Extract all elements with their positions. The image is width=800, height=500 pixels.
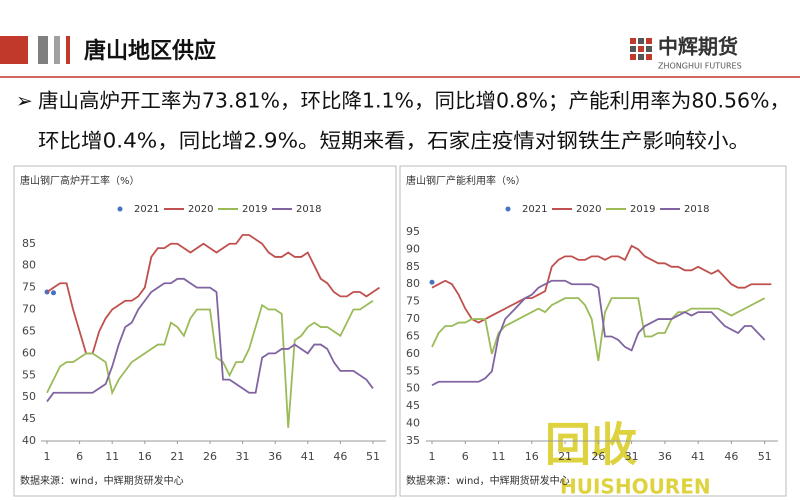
header-title: 唐山地区供应: [84, 38, 216, 64]
series-line: [46, 277, 374, 403]
legend-label: 2020: [188, 204, 213, 215]
legend-label: 2020: [576, 204, 601, 215]
logo-icon: [630, 38, 652, 60]
y-tick-label: 65: [406, 329, 420, 342]
legend-label: 2019: [630, 204, 655, 215]
x-tick-label: 21: [170, 450, 184, 463]
x-tick-label: 6: [76, 450, 83, 463]
y-tick-label: 90: [406, 242, 420, 255]
series-line: [431, 279, 766, 387]
y-tick-label: 55: [406, 364, 420, 377]
y-tick-label: 50: [406, 382, 420, 395]
chart-panel: [13, 165, 397, 497]
y-tick-label: 45: [406, 399, 420, 412]
x-tick-label: 16: [525, 450, 539, 463]
header-block-gray: [54, 36, 60, 64]
y-tick-label: 80: [22, 259, 36, 272]
legend-label: 2021: [134, 204, 159, 215]
y-tick-label: 85: [406, 260, 420, 273]
x-tick-label: 26: [591, 450, 605, 463]
point: [51, 290, 57, 296]
chart-title: 唐山钢厂产能利用率（%）: [406, 174, 526, 187]
y-tick-label: 35: [406, 434, 420, 447]
x-tick-label: 46: [333, 450, 347, 463]
y-tick-label: 60: [22, 346, 36, 359]
x-tick-label: 11: [492, 450, 506, 463]
chart-source: 数据来源：wind，中辉期货研发中心: [406, 474, 570, 487]
y-tick-label: 80: [406, 277, 420, 290]
point: [429, 279, 435, 285]
x-tick-label: 36: [658, 450, 672, 463]
y-tick-label: 70: [22, 303, 36, 316]
series-line: [46, 234, 380, 355]
legend-marker: [505, 206, 511, 212]
watermark: 回收: [545, 418, 637, 472]
y-tick-label: 70: [406, 312, 420, 325]
x-tick-label: 21: [558, 450, 572, 463]
legend-marker: [117, 206, 123, 212]
y-tick-label: 50: [22, 390, 36, 403]
x-tick-label: 31: [625, 450, 639, 463]
x-tick-label: 1: [429, 450, 436, 463]
x-tick-label: 11: [105, 450, 119, 463]
series-line: [46, 299, 374, 428]
logo-text: 中辉期货: [658, 35, 738, 59]
legend-label: 2019: [242, 204, 267, 215]
chart-source: 数据来源：wind，中辉期货研发中心: [20, 474, 184, 487]
bullet-arrow: ➢: [16, 89, 33, 113]
x-tick-label: 31: [236, 450, 250, 463]
x-tick-label: 51: [758, 450, 772, 463]
y-tick-label: 40: [406, 417, 420, 430]
y-tick-label: 75: [406, 295, 420, 308]
x-tick-label: 51: [366, 450, 380, 463]
legend-label: 2021: [522, 204, 547, 215]
x-tick-label: 46: [724, 450, 738, 463]
chart-panel: [399, 165, 787, 497]
y-tick-label: 95: [406, 225, 420, 238]
series-line: [431, 244, 772, 324]
legend-label: 2018: [296, 204, 321, 215]
x-tick-label: 41: [301, 450, 315, 463]
bullet-line: 唐山高炉开工率为73.81%，环比降1.1%，同比增0.8%；产能利用率为80.…: [38, 89, 790, 113]
logo-text-en: ZHONGHUI FUTURES: [658, 62, 742, 71]
x-tick-label: 41: [691, 450, 705, 463]
x-tick-label: 6: [462, 450, 469, 463]
x-tick-label: 1: [44, 450, 51, 463]
watermark-en: HUISHOUREN: [560, 475, 711, 499]
header-block-gray: [38, 36, 48, 64]
y-tick-label: 60: [406, 347, 420, 360]
y-tick-label: 40: [22, 434, 36, 447]
y-tick-label: 65: [22, 324, 36, 337]
bullet-line: 环比增0.4%，同比增2.9%。短期来看，石家庄疫情对钢铁生产影响较小。: [38, 129, 750, 153]
y-tick-label: 55: [22, 368, 36, 381]
chart-title: 唐山钢厂高炉开工率（%）: [20, 174, 140, 187]
y-tick-label: 75: [22, 281, 36, 294]
legend-label: 2018: [684, 204, 709, 215]
x-tick-label: 16: [138, 450, 152, 463]
header-block-red: [0, 36, 28, 64]
series-line: [431, 297, 766, 362]
x-tick-label: 36: [268, 450, 282, 463]
y-tick-label: 85: [22, 237, 36, 250]
header-block-red: [66, 36, 70, 64]
y-tick-label: 45: [22, 412, 36, 425]
x-tick-label: 26: [203, 450, 217, 463]
